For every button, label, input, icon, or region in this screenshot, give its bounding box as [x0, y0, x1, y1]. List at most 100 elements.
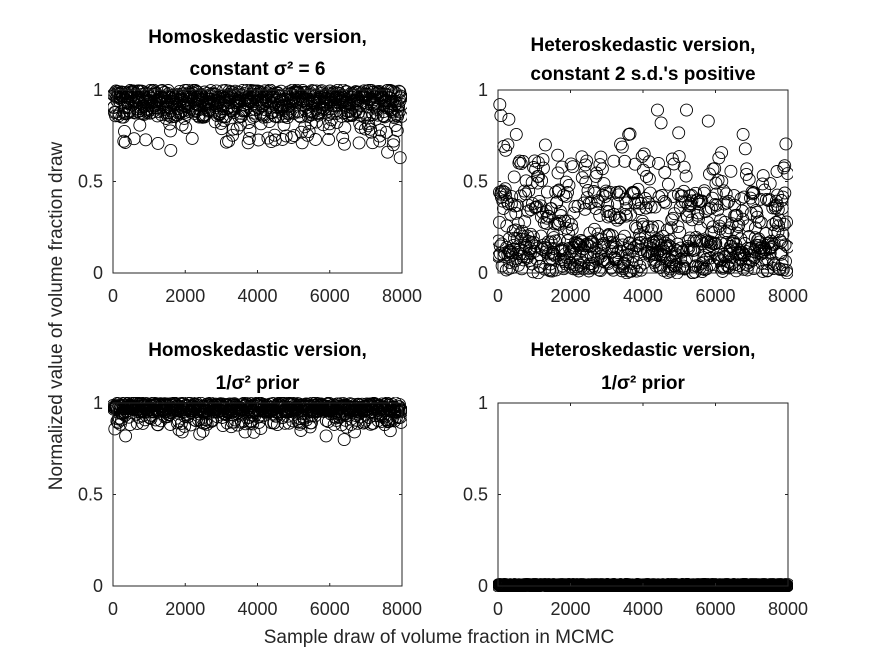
scatter-point [526, 230, 540, 244]
scatter-point [501, 138, 515, 152]
scatter-point [215, 122, 229, 136]
subplot-1: 0 2000 4000 6000 8000 0 0.5 1 Homoskedastic vers… [78, 27, 422, 306]
y-tick-label: 0 [93, 576, 103, 596]
scatter-point [277, 118, 291, 132]
scatter-point [701, 215, 715, 229]
x-tick-label: 8000 [382, 599, 422, 619]
scatter-point [697, 184, 711, 198]
x-tick-label: 6000 [310, 599, 350, 619]
scatter-point [565, 222, 579, 236]
scatter-point [717, 184, 731, 198]
scatter-point [710, 198, 724, 212]
scatter-point [185, 131, 199, 145]
scatter-point [667, 157, 681, 171]
scatter-point [703, 251, 717, 265]
scatter-point [179, 121, 193, 134]
scatter-point [736, 127, 750, 141]
scatter-point [538, 138, 552, 152]
scatter-point [727, 235, 741, 249]
scatter-point [661, 238, 675, 252]
scatter-point [564, 157, 578, 171]
scatter-point [623, 127, 637, 141]
scatter-point [672, 126, 686, 140]
scatter-point [624, 208, 638, 222]
subplot-title-line: Homoskedastic version, [148, 340, 367, 361]
scatter-point [738, 142, 752, 156]
scatter-point [641, 220, 655, 234]
scatter-point [309, 133, 322, 146]
scatter-point [532, 169, 546, 183]
scatter-point [392, 99, 406, 113]
scatter-point [521, 229, 534, 243]
subplot-2: 0 2000 4000 6000 8000 0 0.5 1 Heteroskedastic ve… [463, 35, 808, 306]
scatter-point [534, 199, 548, 213]
x-tick-label: 8000 [768, 286, 808, 306]
scatter-point [268, 128, 282, 142]
scatter-point [123, 418, 137, 432]
scatter-point [322, 133, 336, 146]
scatter-point [508, 254, 522, 268]
scatter-point [664, 221, 678, 235]
scatter-point [525, 257, 539, 271]
scatter-point [756, 169, 770, 183]
scatter-point [742, 173, 756, 186]
scatter-point [381, 145, 395, 159]
scatter-point [373, 123, 387, 137]
axes-frame [112, 89, 403, 274]
scatter-point [175, 425, 189, 439]
scatter-point [373, 134, 387, 148]
scatter-point [622, 237, 636, 251]
scatter-point [302, 125, 316, 139]
scatter-point [682, 204, 696, 218]
scatter-point [516, 155, 530, 168]
y-tick-label: 0 [93, 263, 103, 283]
scatter-point [518, 215, 532, 229]
y-tick-label: 1 [93, 393, 103, 413]
scatter-point [305, 416, 318, 430]
scatter-point [705, 191, 719, 205]
scatter-point [247, 425, 261, 439]
subplot-title-line: constant 2 s.d.'s positive [530, 64, 755, 85]
scatter-point [637, 147, 651, 161]
scatter-point [226, 122, 240, 136]
x-tick-label: 4000 [623, 599, 663, 619]
scatter-point [310, 115, 323, 129]
scatter-point [646, 220, 659, 234]
scatter-point [732, 246, 745, 260]
scatter-point [119, 429, 133, 443]
scatter-point [778, 186, 792, 200]
scatter-point [238, 98, 252, 112]
scatter-point [204, 415, 217, 429]
scatter-point [393, 398, 406, 412]
scatter-point [734, 232, 748, 246]
subplot-title-line: Heteroskedastic version, [531, 35, 756, 56]
scatter-point [756, 177, 769, 191]
scatter-point [579, 175, 593, 189]
y-tick-label: 1 [478, 393, 488, 413]
scatter-point [776, 228, 790, 241]
scatter-point [119, 107, 133, 121]
scatter-point [493, 215, 506, 229]
scatter-point [652, 156, 665, 170]
scatter-point [513, 154, 527, 168]
scatter-point [390, 124, 404, 137]
scatter-point [509, 127, 523, 141]
axes-frame [497, 89, 789, 274]
scatter-point [760, 192, 773, 206]
x-tick-label: 2000 [550, 599, 590, 619]
scatter-point [779, 137, 793, 151]
axes-box [497, 402, 789, 587]
scatter-point [549, 263, 563, 277]
scatter-point [642, 172, 656, 186]
scatter-point [709, 237, 723, 251]
scatter-point [118, 136, 132, 149]
scatter-point [709, 187, 723, 201]
scatter-point [214, 117, 228, 130]
y-tick-label: 0 [478, 263, 488, 283]
scatter-point [701, 114, 715, 128]
scatter-point [243, 124, 257, 137]
scatter-point [242, 132, 256, 145]
scatter-point [739, 257, 753, 271]
scatter-point [337, 137, 351, 151]
scatter-point [740, 162, 754, 176]
